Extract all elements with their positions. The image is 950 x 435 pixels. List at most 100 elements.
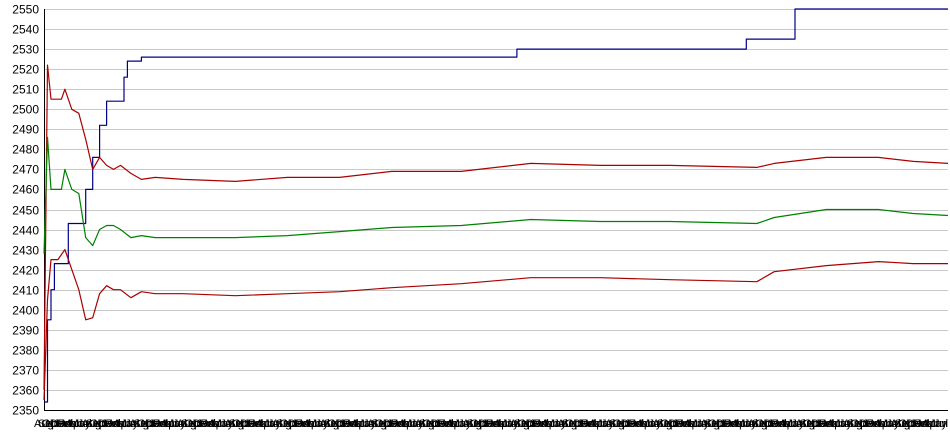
x-tick-label: Aug [367,418,387,430]
x-tick-label: Apr [66,418,83,430]
x-tick-label: Jun [454,418,472,430]
x-tick-label: May [165,418,186,430]
x-tick-label: Dec [716,418,736,430]
x-tick-label: Feb [724,418,743,430]
x-tick-label: Jul [268,418,282,430]
x-tick-label: May [355,418,376,430]
x-tick-label: Apr [637,418,654,430]
x-tick-label: Feb [914,418,933,430]
x-tick-label: May [783,418,804,430]
x-tick-label: Feb [296,418,315,430]
x-tick-label: Jan [292,418,310,430]
x-tick-label: Dec [668,418,688,430]
x-tick-label: Nov [474,418,494,430]
x-tick-label: Aug [700,418,720,430]
x-tick-label: Mar [538,418,557,430]
x-tick-label: Apr [494,418,511,430]
x-tick-label: Aug [272,418,292,430]
x-tick-label: Aug [748,418,768,430]
x-tick-label: Jun [407,418,425,430]
x-tick-label: Dec [383,418,403,430]
x-tick-label: Dec [193,418,213,430]
x-tick-label: Oct [613,418,630,430]
x-tick-label: May [308,418,329,430]
x-tick-label: May [831,418,852,430]
x-tick-label: Jun [312,418,330,430]
x-tick-label: Mar [109,418,128,430]
x-tick-label: Mar [680,418,699,430]
x-tick-label: Oct [660,418,677,430]
x-tick-label: Feb [629,418,648,430]
x-tick-label: Feb [867,418,886,430]
x-tick-label: Aug [319,418,339,430]
x-tick-label: Nov [760,418,780,430]
x-tick-label: Jul [696,418,710,430]
x-tick-label: Feb [819,418,838,430]
x-tick-label: Jun [740,418,758,430]
y-tick-label: 2450 [12,204,39,218]
series-line-3 [43,136,949,254]
x-tick-label: Dec [621,418,641,430]
x-tick-label: Apr [256,418,273,430]
x-tick-label: Oct [803,418,820,430]
x-tick-label: Feb [391,418,410,430]
x-tick-label: Jun [882,418,900,430]
x-tick-label: Sep [466,418,486,430]
x-tick-label: Jun [74,418,92,430]
y-tick-label: 2470 [12,163,39,177]
x-tick-label: Sep [228,418,248,430]
x-tick-label: Jun [930,418,948,430]
x-tick-label: Nov [189,418,209,430]
x-tick-label: Sep [419,418,439,430]
y-tick-label: 2480 [12,143,39,157]
x-tick-label: Feb [343,418,362,430]
x-tick-label: Jan [387,418,405,430]
x-tick-label: Mar [252,418,271,430]
x-tick-label: Oct [185,418,202,430]
x-tick-label: Jun [645,418,663,430]
x-tick-label: Mar [347,418,366,430]
x-tick-label: Jan [149,418,167,430]
x-tick-label: Jan [434,418,452,430]
series-line-1 [44,8,948,403]
x-tick-label: Oct [470,418,487,430]
x-tick-label: Apr [161,418,178,430]
x-tick-label: Jun [359,418,377,430]
x-tick-label: Jul [744,418,758,430]
x-tick-label: Aug [129,418,149,430]
x-tick-label: Nov [236,418,256,430]
x-tick-label: Jul [886,418,900,430]
x-tick-label: Mar [918,418,937,430]
x-tick-label: Nov [712,418,732,430]
x-tick-label: Sep [609,418,629,430]
series-line-4 [43,249,948,401]
x-tick-label: May [641,418,662,430]
x-tick-label: Mar [62,418,81,430]
y-tick-label: 2460 [12,183,39,197]
x-tick-label: Oct [518,418,535,430]
gridlines [44,9,948,411]
x-tick-label: Mar [300,418,319,430]
x-tick-label: May [926,418,947,430]
x-tick-label: Jan [672,418,690,430]
x-tick-label: Aug [82,418,102,430]
x-tick-label: Nov [379,418,399,430]
y-tick-label: 2540 [12,23,39,37]
x-tick-label: Nov [807,418,827,430]
x-tick-label: Nov [427,418,447,430]
x-tick-label: Sep [752,418,772,430]
x-tick-label: Aug [795,418,815,430]
x-tick-label: Oct [375,418,392,430]
x-tick-label: Feb [201,418,220,430]
x-tick-label: Nov [902,418,922,430]
x-tick-label: Dec [145,418,165,430]
x-tick-label: Nov [284,418,304,430]
x-tick-label: Jan [768,418,786,430]
x-tick-label: Sep [704,418,724,430]
x-tick-label: Sep [181,418,201,430]
x-tick-label: Jul [125,418,139,430]
x-tick-label: Sep [894,418,914,430]
x-tick-label: Aug [510,418,530,430]
x-tick-label: Apr [113,418,130,430]
x-tick-label: Jun [502,418,520,430]
